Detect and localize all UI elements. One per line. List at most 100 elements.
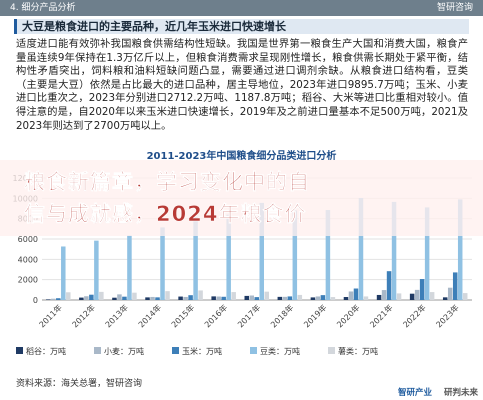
bar xyxy=(221,296,226,300)
legend-swatch xyxy=(172,347,179,354)
bar xyxy=(381,290,387,300)
section-title: 大豆是粮食进口的主要品种，近几年玉米进口快速增长 xyxy=(14,19,469,34)
y-tick-label: 0 xyxy=(33,296,38,305)
bar xyxy=(287,296,293,300)
bar xyxy=(348,291,354,300)
bar xyxy=(442,297,448,300)
paragraph: 适度进口能有效弥补我国粮食供需结构性短缺。我国是世界第一粮食生产大国和消费大国，… xyxy=(16,38,468,132)
x-tick-label: 2016年 xyxy=(202,302,229,329)
bar xyxy=(358,197,364,300)
x-tick-label: 2014年 xyxy=(136,302,163,329)
bar xyxy=(132,292,137,300)
bar xyxy=(112,297,117,300)
bar xyxy=(452,272,458,300)
bar xyxy=(193,216,198,300)
bar xyxy=(282,296,288,300)
bar xyxy=(249,295,254,300)
bar xyxy=(117,294,122,300)
bar xyxy=(376,294,382,300)
bar xyxy=(292,210,298,300)
bar xyxy=(343,297,349,300)
x-tick-label: 2023年 xyxy=(434,302,461,329)
legend-label: 稻谷：万吨 xyxy=(26,346,66,356)
x-tick-label: 2017年 xyxy=(235,302,262,329)
bar xyxy=(315,296,321,300)
legend-label: 玉米：万吨 xyxy=(182,346,222,356)
legend-label: 豆类：万吨 xyxy=(260,346,300,356)
bar xyxy=(391,201,397,300)
footer-logo: 智研产业 xyxy=(398,388,433,398)
bar xyxy=(320,295,326,300)
overlay-banner: 粮食新篇章，学习变化中的自 信与成就感，2024年粮食价 xyxy=(0,160,483,236)
bar xyxy=(178,296,183,300)
bar xyxy=(46,299,51,300)
overlay-text: 粮食新篇章，学习变化中的自 xyxy=(24,170,310,195)
bar xyxy=(419,279,425,300)
x-tick-label: 2018年 xyxy=(268,302,295,329)
bar xyxy=(84,296,89,300)
legend-label: 薯类：万吨 xyxy=(338,346,378,356)
y-tick-label: 4000 xyxy=(18,255,38,264)
bar xyxy=(211,296,216,300)
bar xyxy=(386,271,392,300)
bar xyxy=(183,296,188,300)
bar xyxy=(150,296,155,300)
x-tick-label: 2022年 xyxy=(401,302,428,329)
x-tick-label: 2019年 xyxy=(301,302,328,329)
source: 资料来源：海关总署，智研咨询 xyxy=(16,379,143,389)
bar xyxy=(226,214,231,300)
bar xyxy=(277,296,283,300)
x-tick-label: 2013年 xyxy=(103,302,130,329)
bar xyxy=(145,297,150,300)
x-tick-label: 2015年 xyxy=(169,302,196,329)
section-label: 4. 细分产品分析 xyxy=(10,3,76,13)
y-tick-label: 2000 xyxy=(18,276,38,285)
bar xyxy=(198,290,203,300)
bar xyxy=(89,294,94,300)
x-tick-label: 2012年 xyxy=(70,302,97,329)
bar xyxy=(155,297,160,300)
overlay-text: 信与成就感，2024年粮食价 xyxy=(24,202,307,227)
bar xyxy=(424,207,430,300)
bar xyxy=(414,289,420,300)
bar xyxy=(122,296,127,300)
bar xyxy=(409,293,415,300)
bar xyxy=(61,246,66,300)
bar xyxy=(254,297,259,300)
bar xyxy=(462,293,468,300)
legend-swatch xyxy=(16,347,23,354)
bar xyxy=(188,295,193,300)
legend-swatch xyxy=(250,347,257,354)
footer-slogan: 研判未来 xyxy=(444,388,479,398)
bar xyxy=(447,287,453,300)
bar xyxy=(325,210,331,300)
bar xyxy=(66,292,71,300)
legend-swatch xyxy=(328,347,335,354)
bar xyxy=(297,294,303,300)
bar xyxy=(244,295,249,300)
bar xyxy=(216,296,221,300)
bar xyxy=(165,291,170,300)
x-tick-label: 2020年 xyxy=(335,302,362,329)
bar xyxy=(429,292,435,300)
bar xyxy=(396,293,402,300)
bar xyxy=(264,291,269,300)
legend-label: 小麦：万吨 xyxy=(104,346,144,356)
y-tick-label: 6000 xyxy=(18,235,38,244)
bar xyxy=(353,288,359,300)
x-tick-label: 2011年 xyxy=(37,302,64,329)
header-bar: 4. 细分产品分析 智研咨询 xyxy=(0,0,483,16)
bar xyxy=(330,297,336,300)
bar xyxy=(231,292,236,300)
bar xyxy=(160,227,165,300)
bar xyxy=(457,199,463,300)
logo: 智研咨询 xyxy=(436,3,473,13)
bar xyxy=(51,298,56,300)
bar xyxy=(127,235,132,300)
bar xyxy=(99,291,104,300)
bar xyxy=(310,297,316,300)
bar xyxy=(363,296,369,300)
bar xyxy=(259,202,264,300)
legend-swatch xyxy=(94,347,101,354)
